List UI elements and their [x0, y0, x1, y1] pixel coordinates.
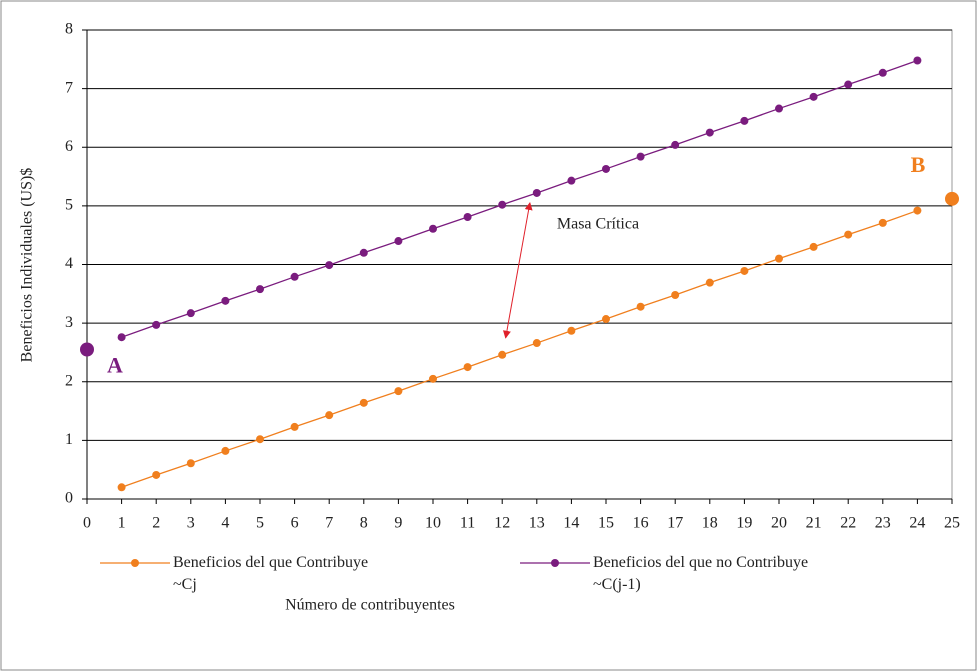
x-tick-label: 18: [702, 515, 718, 532]
point: [671, 140, 680, 149]
point: [913, 56, 922, 65]
point: [186, 309, 195, 318]
point: [498, 200, 507, 209]
legend-label: Beneficios del que Contribuye ~Cj: [173, 554, 369, 593]
x-tick-label: 21: [806, 515, 822, 532]
key-point: [945, 191, 959, 206]
point: [152, 470, 161, 479]
point: [221, 446, 230, 455]
point: [221, 296, 230, 305]
x-tick-label: 7: [325, 515, 333, 532]
point: [809, 92, 818, 101]
x-tick-label: 1: [118, 515, 126, 532]
x-tick-label: 10: [425, 515, 441, 532]
key-point: [80, 342, 94, 357]
point: [602, 315, 610, 324]
x-axis-label: Número de contribuyentes: [285, 597, 455, 614]
point: [256, 285, 264, 294]
legend-label: Beneficios del que no Contribuye ~C(j-1): [593, 554, 809, 593]
x-tick-label: 19: [736, 515, 752, 532]
y-tick-label: 3: [65, 314, 73, 331]
point: [878, 68, 887, 77]
point: [463, 363, 472, 372]
y-tick-label: 5: [65, 197, 73, 214]
point: [429, 224, 437, 233]
point: [844, 80, 853, 89]
x-tick-label: 22: [840, 515, 856, 532]
y-tick-label: 2: [65, 372, 73, 389]
y-axis-label: Beneficios Individuales (US)$: [19, 168, 36, 363]
point: [359, 248, 368, 257]
y-tick-label: 8: [65, 21, 73, 38]
point: [325, 261, 334, 270]
point: [636, 152, 645, 161]
point: [913, 206, 922, 215]
point: [567, 176, 576, 185]
point: [775, 104, 783, 113]
point: [290, 422, 299, 431]
point: [740, 116, 749, 125]
key-point-label: B: [911, 152, 926, 177]
point: [186, 459, 195, 468]
x-tick-label: 4: [221, 515, 229, 532]
point: [463, 213, 472, 222]
x-tick-label: 5: [256, 515, 264, 532]
series-line: [121, 209, 918, 488]
point: [256, 435, 264, 444]
point: [705, 278, 714, 287]
legend-marker: [551, 559, 559, 567]
point: [878, 218, 887, 227]
point: [325, 411, 334, 420]
y-tick-label: 1: [65, 431, 73, 448]
x-tick-label: 14: [563, 515, 579, 532]
point: [775, 254, 783, 263]
x-tick-label: 13: [529, 515, 545, 532]
point: [636, 302, 645, 311]
x-tick-label: 15: [598, 515, 614, 532]
point: [809, 242, 818, 251]
x-tick-label: 9: [394, 515, 402, 532]
point: [117, 483, 126, 492]
point: [740, 266, 749, 275]
key-point-label: A: [107, 353, 123, 378]
x-tick-label: 24: [909, 515, 925, 532]
point: [671, 290, 680, 299]
y-tick-label: 7: [65, 79, 73, 96]
y-tick-label: 0: [65, 490, 73, 507]
x-tick-label: 11: [460, 515, 475, 532]
point: [117, 333, 126, 342]
x-tick-label: 16: [633, 515, 649, 532]
point: [844, 230, 853, 239]
y-tick-label: 6: [65, 138, 73, 155]
x-tick-label: 6: [291, 515, 299, 532]
x-tick-label: 0: [83, 515, 91, 532]
arrow: [502, 201, 533, 339]
x-tick-label: 8: [360, 515, 368, 532]
point: [532, 339, 541, 348]
x-tick-label: 3: [187, 515, 195, 532]
y-tick-label: 4: [65, 255, 73, 272]
point: [359, 398, 368, 407]
x-tick-label: 17: [667, 515, 683, 532]
point: [394, 387, 403, 396]
point: [429, 374, 437, 383]
annotation-label: Masa Crítica: [557, 216, 639, 233]
point: [567, 326, 576, 335]
point: [152, 320, 161, 329]
point: [498, 350, 507, 359]
point: [290, 272, 299, 281]
point: [394, 237, 403, 246]
legend-marker: [131, 559, 139, 567]
point: [705, 128, 714, 137]
x-tick-label: 25: [944, 515, 960, 532]
point: [602, 164, 610, 173]
x-tick-label: 12: [494, 515, 510, 532]
x-tick-label: 20: [771, 515, 787, 532]
x-tick-label: 2: [152, 515, 160, 532]
point: [532, 188, 541, 197]
series-line: [121, 59, 918, 338]
x-tick-label: 23: [875, 515, 891, 532]
